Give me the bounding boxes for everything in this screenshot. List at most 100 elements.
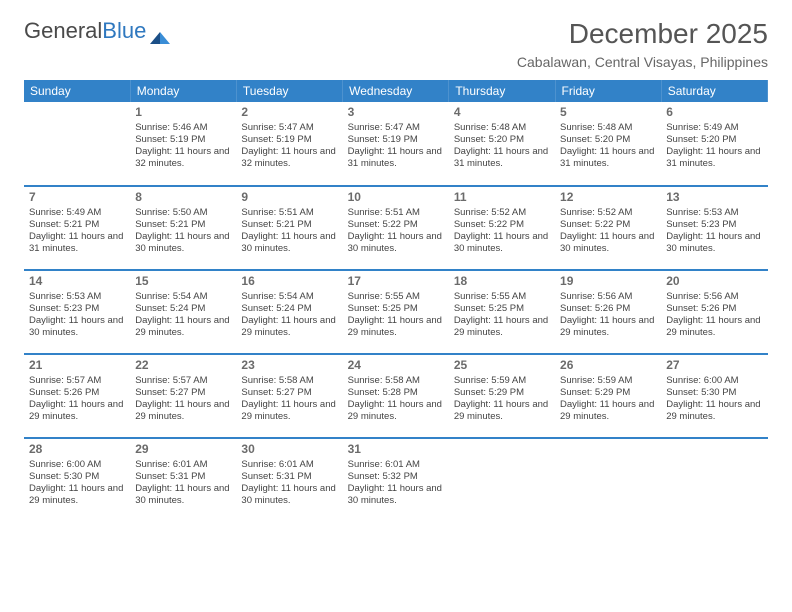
daylight-line: Daylight: 11 hours and 29 minutes. — [241, 399, 337, 423]
sunrise-line: Sunrise: 5:49 AM — [666, 122, 762, 134]
day-number: 16 — [241, 274, 337, 289]
sunset-line: Sunset: 5:23 PM — [666, 219, 762, 231]
day-number: 17 — [348, 274, 444, 289]
day-number: 9 — [241, 190, 337, 205]
calendar-cell: 27Sunrise: 6:00 AMSunset: 5:30 PMDayligh… — [661, 354, 767, 438]
daylight-line: Daylight: 11 hours and 30 minutes. — [666, 231, 762, 255]
day-number: 3 — [348, 105, 444, 120]
sunset-line: Sunset: 5:19 PM — [348, 134, 444, 146]
daylight-line: Daylight: 11 hours and 31 minutes. — [666, 146, 762, 170]
sunset-line: Sunset: 5:21 PM — [241, 219, 337, 231]
sunset-line: Sunset: 5:30 PM — [666, 387, 762, 399]
daylight-line: Daylight: 11 hours and 32 minutes. — [241, 146, 337, 170]
sunrise-line: Sunrise: 5:47 AM — [241, 122, 337, 134]
daylight-line: Daylight: 11 hours and 29 minutes. — [241, 315, 337, 339]
daylight-line: Daylight: 11 hours and 30 minutes. — [348, 231, 444, 255]
logo: GeneralBlue — [24, 18, 170, 44]
daylight-line: Daylight: 11 hours and 30 minutes. — [560, 231, 656, 255]
sunset-line: Sunset: 5:26 PM — [666, 303, 762, 315]
sunrise-line: Sunrise: 5:51 AM — [348, 207, 444, 219]
calendar-cell: 3Sunrise: 5:47 AMSunset: 5:19 PMDaylight… — [343, 102, 449, 186]
day-number: 7 — [29, 190, 125, 205]
daylight-line: Daylight: 11 hours and 30 minutes. — [135, 483, 231, 507]
day-number: 8 — [135, 190, 231, 205]
sunset-line: Sunset: 5:31 PM — [135, 471, 231, 483]
weekday-header: Tuesday — [236, 80, 342, 102]
sunrise-line: Sunrise: 5:48 AM — [560, 122, 656, 134]
calendar-cell: 13Sunrise: 5:53 AMSunset: 5:23 PMDayligh… — [661, 186, 767, 270]
logo-mark-icon — [150, 24, 170, 38]
sunrise-line: Sunrise: 5:56 AM — [560, 291, 656, 303]
calendar-cell — [449, 438, 555, 522]
sunset-line: Sunset: 5:21 PM — [135, 219, 231, 231]
day-number: 26 — [560, 358, 656, 373]
day-number: 20 — [666, 274, 762, 289]
sunrise-line: Sunrise: 5:57 AM — [29, 375, 125, 387]
calendar-cell: 15Sunrise: 5:54 AMSunset: 5:24 PMDayligh… — [130, 270, 236, 354]
calendar-cell: 18Sunrise: 5:55 AMSunset: 5:25 PMDayligh… — [449, 270, 555, 354]
sunrise-line: Sunrise: 6:01 AM — [241, 459, 337, 471]
weekday-header: Friday — [555, 80, 661, 102]
sunrise-line: Sunrise: 5:53 AM — [29, 291, 125, 303]
daylight-line: Daylight: 11 hours and 31 minutes. — [29, 231, 125, 255]
daylight-line: Daylight: 11 hours and 31 minutes. — [454, 146, 550, 170]
calendar-cell — [661, 438, 767, 522]
page-subtitle: Cabalawan, Central Visayas, Philippines — [517, 54, 768, 70]
daylight-line: Daylight: 11 hours and 30 minutes. — [241, 483, 337, 507]
calendar-cell: 5Sunrise: 5:48 AMSunset: 5:20 PMDaylight… — [555, 102, 661, 186]
daylight-line: Daylight: 11 hours and 29 minutes. — [454, 399, 550, 423]
day-number: 14 — [29, 274, 125, 289]
daylight-line: Daylight: 11 hours and 30 minutes. — [348, 483, 444, 507]
day-number: 6 — [666, 105, 762, 120]
sunset-line: Sunset: 5:29 PM — [560, 387, 656, 399]
daylight-line: Daylight: 11 hours and 29 minutes. — [348, 315, 444, 339]
calendar-cell: 14Sunrise: 5:53 AMSunset: 5:23 PMDayligh… — [24, 270, 130, 354]
daylight-line: Daylight: 11 hours and 29 minutes. — [560, 315, 656, 339]
calendar-cell: 10Sunrise: 5:51 AMSunset: 5:22 PMDayligh… — [343, 186, 449, 270]
logo-text-1: General — [24, 18, 102, 44]
calendar-cell: 22Sunrise: 5:57 AMSunset: 5:27 PMDayligh… — [130, 354, 236, 438]
title-block: December 2025 Cabalawan, Central Visayas… — [517, 18, 768, 70]
calendar-cell: 25Sunrise: 5:59 AMSunset: 5:29 PMDayligh… — [449, 354, 555, 438]
daylight-line: Daylight: 11 hours and 31 minutes. — [560, 146, 656, 170]
calendar-cell: 30Sunrise: 6:01 AMSunset: 5:31 PMDayligh… — [236, 438, 342, 522]
sunset-line: Sunset: 5:20 PM — [666, 134, 762, 146]
sunrise-line: Sunrise: 5:55 AM — [454, 291, 550, 303]
sunset-line: Sunset: 5:29 PM — [454, 387, 550, 399]
calendar-cell: 29Sunrise: 6:01 AMSunset: 5:31 PMDayligh… — [130, 438, 236, 522]
daylight-line: Daylight: 11 hours and 30 minutes. — [454, 231, 550, 255]
weekday-header: Sunday — [24, 80, 130, 102]
sunset-line: Sunset: 5:19 PM — [135, 134, 231, 146]
daylight-line: Daylight: 11 hours and 29 minutes. — [560, 399, 656, 423]
logo-text-2: Blue — [102, 18, 146, 44]
sunrise-line: Sunrise: 5:51 AM — [241, 207, 337, 219]
calendar-cell: 21Sunrise: 5:57 AMSunset: 5:26 PMDayligh… — [24, 354, 130, 438]
sunset-line: Sunset: 5:22 PM — [348, 219, 444, 231]
daylight-line: Daylight: 11 hours and 32 minutes. — [135, 146, 231, 170]
sunset-line: Sunset: 5:23 PM — [29, 303, 125, 315]
daylight-line: Daylight: 11 hours and 29 minutes. — [29, 483, 125, 507]
daylight-line: Daylight: 11 hours and 29 minutes. — [29, 399, 125, 423]
day-number: 30 — [241, 442, 337, 457]
day-number: 12 — [560, 190, 656, 205]
sunrise-line: Sunrise: 6:00 AM — [666, 375, 762, 387]
weekday-header: Thursday — [449, 80, 555, 102]
sunrise-line: Sunrise: 5:55 AM — [348, 291, 444, 303]
daylight-line: Daylight: 11 hours and 29 minutes. — [135, 315, 231, 339]
day-number: 11 — [454, 190, 550, 205]
day-number: 4 — [454, 105, 550, 120]
calendar-cell — [24, 102, 130, 186]
daylight-line: Daylight: 11 hours and 31 minutes. — [348, 146, 444, 170]
calendar-cell: 2Sunrise: 5:47 AMSunset: 5:19 PMDaylight… — [236, 102, 342, 186]
day-number: 15 — [135, 274, 231, 289]
sunset-line: Sunset: 5:25 PM — [348, 303, 444, 315]
calendar-cell: 11Sunrise: 5:52 AMSunset: 5:22 PMDayligh… — [449, 186, 555, 270]
sunrise-line: Sunrise: 5:52 AM — [454, 207, 550, 219]
sunrise-line: Sunrise: 6:00 AM — [29, 459, 125, 471]
calendar-row: 1Sunrise: 5:46 AMSunset: 5:19 PMDaylight… — [24, 102, 768, 186]
sunrise-line: Sunrise: 5:56 AM — [666, 291, 762, 303]
daylight-line: Daylight: 11 hours and 29 minutes. — [454, 315, 550, 339]
sunrise-line: Sunrise: 6:01 AM — [348, 459, 444, 471]
calendar-cell — [555, 438, 661, 522]
daylight-line: Daylight: 11 hours and 29 minutes. — [135, 399, 231, 423]
